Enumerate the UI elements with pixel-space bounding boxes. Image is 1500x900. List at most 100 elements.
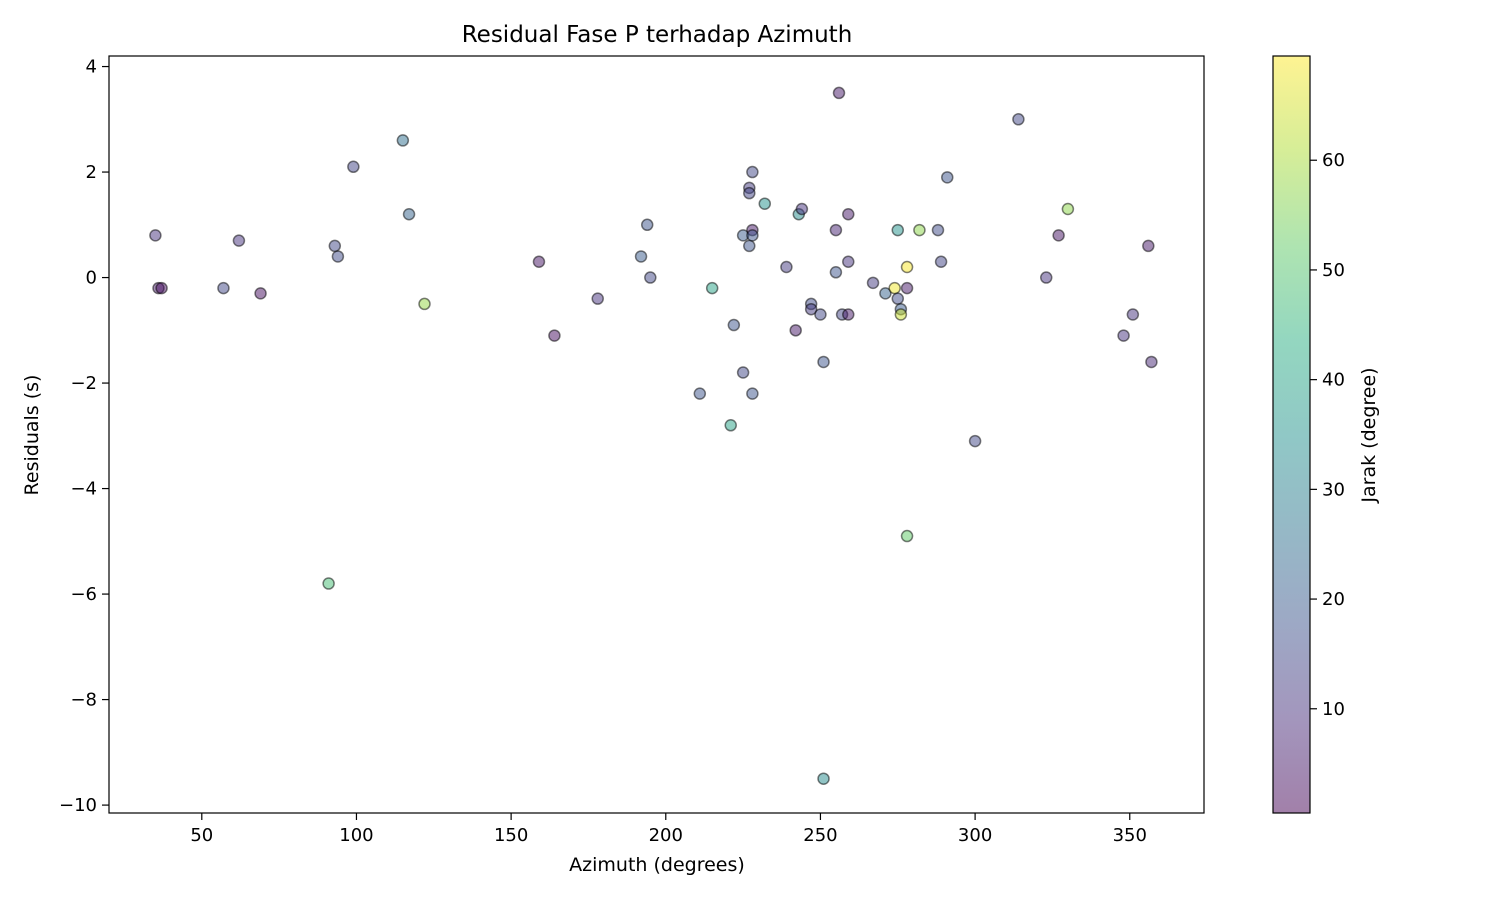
data-point [532, 255, 546, 268]
colorbar-label: Jarak (degree) [1358, 367, 1380, 503]
data-point [1061, 202, 1075, 216]
data-point [155, 281, 168, 295]
data-point [644, 271, 657, 284]
data-point [1142, 239, 1155, 253]
data-point [900, 281, 914, 295]
data-point [894, 308, 908, 321]
data-point [941, 171, 954, 184]
data-point [829, 223, 843, 237]
data-point [1117, 329, 1130, 342]
data-point [842, 255, 855, 268]
data-point [829, 266, 843, 279]
colorbar-gradient [1273, 56, 1310, 813]
colorbar-tick-label: 20 [1322, 589, 1345, 610]
colorbar: 10 20 30 40 50 60 Jarak (degree) [1272, 55, 1380, 814]
data-point [724, 419, 737, 432]
x-tick-label: 300 [958, 825, 992, 846]
data-point [789, 324, 802, 337]
colorbar-tick-label: 40 [1322, 370, 1345, 391]
data-point [1052, 229, 1065, 242]
data-point [891, 292, 905, 305]
data-point [402, 208, 416, 221]
x-tick-label: 200 [649, 825, 683, 846]
data-point [866, 276, 880, 290]
data-point [1126, 308, 1140, 321]
data-points [149, 86, 1158, 785]
data-point [1012, 113, 1025, 126]
x-tick-label: 150 [494, 825, 528, 846]
data-point [746, 387, 759, 400]
y-tick-label: −6 [70, 584, 97, 605]
data-point [817, 355, 830, 369]
data-point [817, 772, 830, 785]
colorbar-tick-label: 30 [1322, 479, 1345, 500]
data-point [934, 255, 948, 268]
data-point [879, 287, 892, 300]
data-point [328, 239, 342, 253]
data-point [418, 297, 431, 311]
data-point [968, 434, 982, 448]
data-point [758, 197, 772, 210]
x-axis-label: Azimuth (degrees) [569, 854, 745, 876]
chart-title: Residual Fase P terhadap Azimuth [462, 22, 853, 48]
y-tick-label: 4 [86, 57, 97, 78]
y-tick-label: 0 [86, 268, 97, 289]
data-point [322, 577, 335, 590]
plot-border [108, 55, 1205, 814]
plot-area [108, 55, 1205, 814]
x-tick-label: 250 [803, 825, 837, 846]
data-point [548, 329, 561, 342]
data-point [640, 218, 654, 232]
data-point [347, 160, 360, 174]
x-tick-label: 50 [190, 825, 213, 846]
colorbar-tick-label: 10 [1322, 699, 1345, 720]
data-point [832, 86, 846, 100]
data-point [727, 318, 741, 332]
data-point [217, 281, 230, 295]
data-point [780, 260, 793, 274]
plot-frame [109, 56, 1204, 813]
data-point [736, 366, 750, 379]
colorbar-tick-label: 60 [1322, 150, 1345, 171]
y-tick-label: −2 [70, 373, 97, 394]
data-point [254, 287, 267, 300]
data-point [913, 223, 926, 237]
data-point [331, 250, 345, 263]
data-point [396, 134, 410, 147]
y-tick-label: −8 [70, 690, 97, 711]
data-point [232, 234, 246, 247]
data-point [842, 208, 855, 221]
colorbar-ticks: 10 20 30 40 50 60 [1310, 150, 1345, 720]
data-point [705, 281, 719, 295]
data-point [746, 165, 759, 179]
y-tick-label: −10 [59, 795, 97, 816]
y-tick-label: 2 [86, 162, 97, 183]
data-point [1145, 355, 1158, 369]
data-point [804, 302, 818, 316]
data-point [743, 239, 756, 253]
data-point [931, 223, 945, 237]
y-axis-label: Residuals (s) [21, 375, 43, 496]
x-tick-label: 100 [339, 825, 373, 846]
data-point [814, 308, 827, 321]
data-point [743, 186, 756, 200]
data-point [900, 529, 914, 543]
data-point [795, 202, 809, 216]
data-point [746, 229, 759, 242]
data-point [900, 260, 914, 274]
data-point [891, 223, 905, 237]
colorbar-tick-label: 50 [1322, 260, 1345, 281]
data-point [634, 250, 648, 263]
data-point [149, 229, 162, 242]
y-axis: 4 2 0 −2 −4 −6 −8 −10 [59, 57, 109, 816]
data-point [888, 281, 901, 295]
x-tick-label: 350 [1113, 825, 1147, 846]
data-point [591, 292, 604, 305]
x-axis: 50 100 150 200 250 300 350 [190, 813, 1147, 846]
colorbar-border [1272, 55, 1311, 814]
data-point [842, 308, 855, 321]
data-point [1039, 271, 1053, 284]
y-tick-label: −4 [70, 479, 97, 500]
data-point [693, 387, 707, 400]
